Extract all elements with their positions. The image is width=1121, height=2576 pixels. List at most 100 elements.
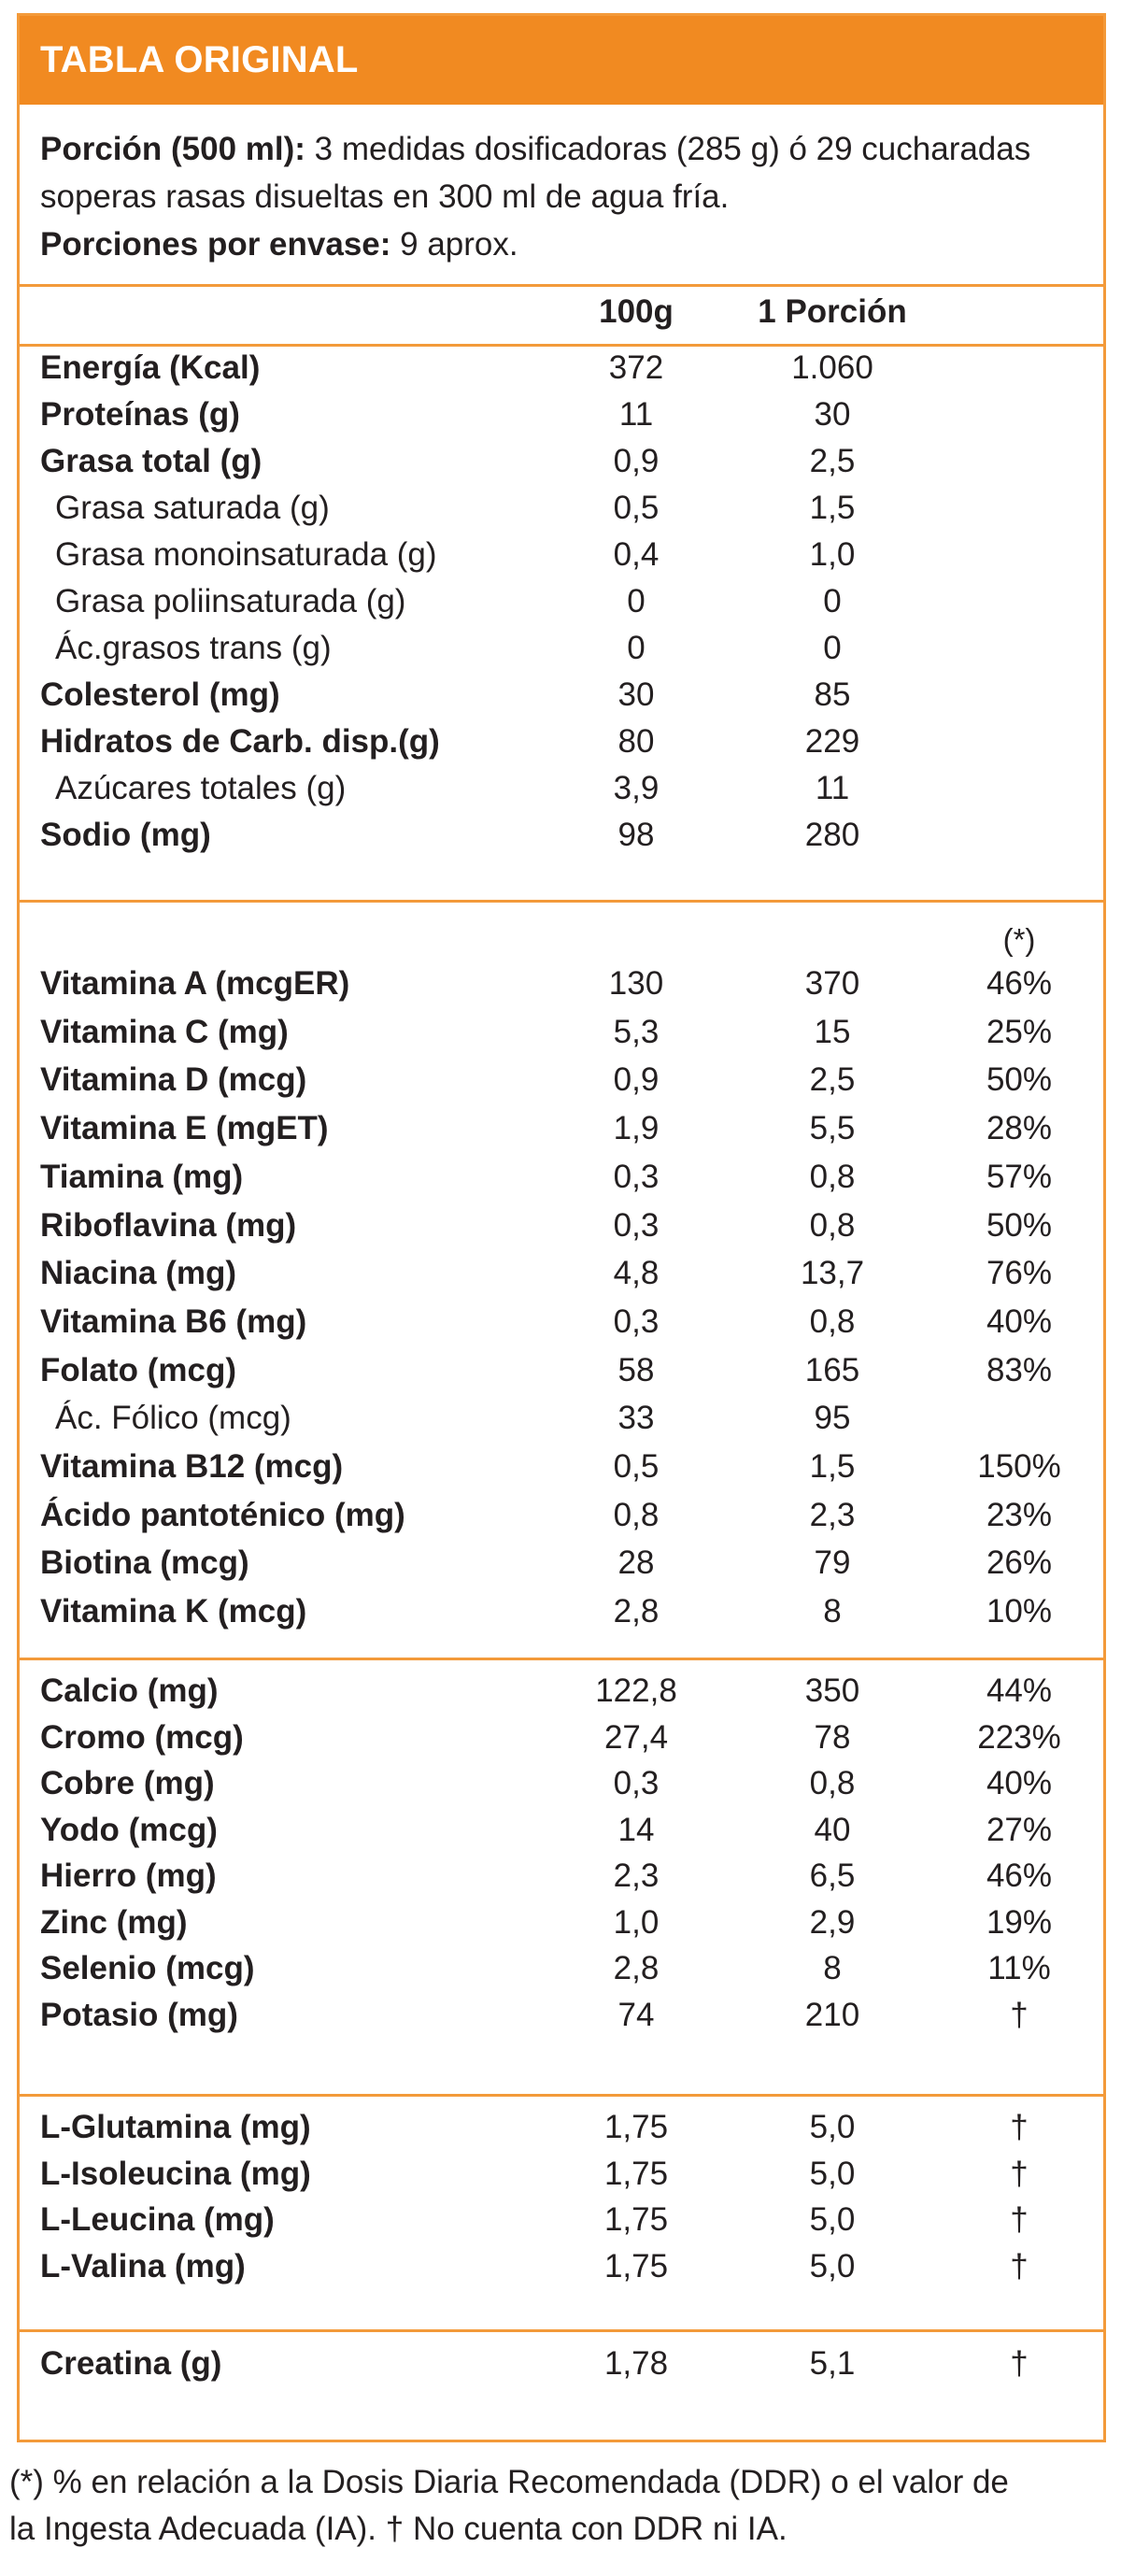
nutrient-name: Energía (Kcal) bbox=[40, 349, 261, 386]
value-per-100g: 0,3 bbox=[613, 1765, 660, 1801]
value-per-100g: 1,75 bbox=[603, 2247, 669, 2284]
value-per-100g: 1,75 bbox=[603, 2201, 669, 2238]
value-per-100g: 0 bbox=[627, 583, 646, 619]
value-per-100g: 130 bbox=[608, 965, 664, 1002]
nutrient-name: Biotina (mcg) bbox=[40, 1544, 249, 1582]
table-row: Vitamina A (mcgER) 130 370 46% bbox=[20, 965, 1103, 1012]
value-ddr-percent: 46% bbox=[986, 1857, 1053, 1894]
footnote-line-2: la Ingesta Adecuada (IA). † No cuenta co… bbox=[9, 2511, 788, 2547]
value-ddr-percent: 83% bbox=[986, 1351, 1053, 1388]
value-ddr-percent: 27% bbox=[986, 1811, 1053, 1848]
value-per-100g: 58 bbox=[617, 1351, 655, 1388]
value-per-portion: 11 bbox=[815, 770, 850, 806]
value-per-100g: 2,8 bbox=[613, 1950, 660, 1986]
value-per-portion: 5,0 bbox=[809, 2109, 856, 2145]
nutrient-name: Vitamina A (mcgER) bbox=[40, 965, 350, 1002]
table-row: Sodio (mg) 98 280 bbox=[20, 817, 1103, 863]
value-ddr-percent: 10% bbox=[986, 1593, 1053, 1630]
nutrient-name: Ácido pantoténico (mg) bbox=[40, 1496, 405, 1533]
value-per-100g: 0,5 bbox=[613, 1448, 660, 1485]
serving-line-2: soperas rasas disueltas en 300 ml de agu… bbox=[40, 178, 730, 215]
servings-per-container: Porciones por envase: 9 aprox. bbox=[40, 221, 1086, 268]
nutrient-name: Tiamina (mg) bbox=[40, 1158, 244, 1195]
divider bbox=[20, 284, 1103, 287]
footnote-line-1: (*) % en relación a la Dosis Diaria Reco… bbox=[9, 2464, 1009, 2500]
value-per-portion: 5,1 bbox=[809, 2345, 856, 2382]
nutrient-name: Vitamina K (mcg) bbox=[40, 1593, 307, 1630]
value-ddr-percent: 11% bbox=[987, 1950, 1051, 1986]
table-row: L-Isoleucina (mg) 1,75 5,0 † bbox=[20, 2156, 1103, 2202]
nutrient-name: Grasa saturada (g) bbox=[55, 490, 330, 526]
nutrient-name: Folato (mcg) bbox=[40, 1351, 236, 1388]
nutrient-name: Niacina (mg) bbox=[40, 1255, 237, 1292]
value-ddr-percent: 26% bbox=[986, 1544, 1053, 1582]
table-row: Riboflavina (mg) 0,3 0,8 50% bbox=[20, 1207, 1103, 1254]
value-per-100g: 80 bbox=[617, 723, 655, 760]
table-row: Proteínas (g) 11 30 bbox=[20, 396, 1103, 443]
nutrient-name: Hierro (mg) bbox=[40, 1857, 217, 1894]
value-per-100g: 0 bbox=[627, 630, 646, 666]
nutrient-name: Colesterol (mg) bbox=[40, 676, 280, 713]
nutrient-name: Zinc (mg) bbox=[40, 1903, 188, 1941]
nutrient-name: L-Glutamina (mg) bbox=[40, 2109, 311, 2145]
nutrient-name: Hidratos de Carb. disp.(g) bbox=[40, 723, 440, 760]
value-per-portion: 15 bbox=[814, 1013, 851, 1050]
value-per-100g: 0,5 bbox=[613, 490, 660, 526]
table-row: Selenio (mcg) 2,8 8 11% bbox=[20, 1950, 1103, 1997]
value-ddr-percent: † bbox=[1010, 2345, 1029, 2382]
value-ddr-percent: 76% bbox=[986, 1255, 1053, 1292]
value-ddr-percent: 223% bbox=[977, 1718, 1061, 1756]
table-title: TABLA ORIGINAL bbox=[40, 39, 359, 80]
nutrient-name: Grasa poliinsaturada (g) bbox=[55, 583, 406, 619]
value-per-100g: 1,75 bbox=[603, 2155, 669, 2192]
nutrient-name: Selenio (mcg) bbox=[40, 1950, 255, 1986]
value-per-100g: 28 bbox=[617, 1544, 655, 1582]
divider bbox=[20, 2329, 1103, 2332]
value-ddr-percent: † bbox=[1010, 2109, 1029, 2145]
value-ddr-percent: † bbox=[1010, 1996, 1029, 2033]
table-row: Creatina (g) 1,78 5,1 † bbox=[20, 2345, 1103, 2392]
table-row: Vitamina C (mg) 5,3 15 25% bbox=[20, 1014, 1103, 1060]
value-per-portion: 5,5 bbox=[809, 1110, 856, 1147]
serving-info: Porción (500 ml): 3 medidas dosificadora… bbox=[40, 125, 1086, 268]
value-per-portion: 8 bbox=[823, 1593, 842, 1630]
value-per-100g: 11 bbox=[618, 396, 654, 433]
nutrient-name: Calcio (mg) bbox=[40, 1672, 219, 1709]
value-per-100g: 122,8 bbox=[595, 1672, 677, 1709]
value-per-100g: 1,78 bbox=[603, 2345, 669, 2382]
value-per-100g: 14 bbox=[617, 1811, 655, 1848]
value-ddr-percent: † bbox=[1010, 2155, 1029, 2192]
value-per-portion: 1,0 bbox=[809, 536, 856, 573]
nutrient-name: Yodo (mcg) bbox=[40, 1811, 218, 1848]
value-per-portion: 5,0 bbox=[809, 2247, 856, 2284]
nutrition-table: TABLA ORIGINAL Porción (500 ml): 3 medid… bbox=[17, 13, 1106, 2442]
value-per-portion: 79 bbox=[814, 1544, 851, 1582]
value-per-100g: 3,9 bbox=[613, 770, 660, 806]
value-per-100g: 98 bbox=[617, 817, 655, 853]
table-row: Yodo (mcg) 14 40 27% bbox=[20, 1812, 1103, 1858]
value-per-portion: 6,5 bbox=[809, 1857, 856, 1894]
table-row: Hierro (mg) 2,3 6,5 46% bbox=[20, 1857, 1103, 1904]
value-per-100g: 30 bbox=[617, 676, 655, 713]
nutrient-name: Ác.grasos trans (g) bbox=[55, 630, 332, 666]
value-per-portion: 2,5 bbox=[809, 443, 856, 479]
value-per-portion: 0,8 bbox=[809, 1206, 856, 1244]
header-100g: 100g bbox=[599, 293, 674, 330]
value-ddr-percent: † bbox=[1010, 2247, 1029, 2284]
table-row: Grasa total (g) 0,9 2,5 bbox=[20, 443, 1103, 490]
value-ddr-percent: 50% bbox=[986, 1206, 1053, 1244]
value-per-portion: 280 bbox=[804, 817, 860, 853]
nutrient-name: Grasa monoinsaturada (g) bbox=[55, 536, 437, 573]
nutrient-name: Sodio (mg) bbox=[40, 817, 211, 853]
serving-line-1: Porción (500 ml): 3 medidas dosificadora… bbox=[40, 125, 1086, 173]
serving-text: 3 medidas dosificadoras (285 g) ó 29 cuc… bbox=[305, 131, 1031, 167]
header-ddr-percent: (*) bbox=[1002, 922, 1036, 957]
table-row: Ác. Fólico (mcg) 33 95 bbox=[20, 1400, 1103, 1446]
footnote: (*) % en relación a la Dosis Diaria Reco… bbox=[9, 2459, 1112, 2553]
header-portion: 1 Porción bbox=[758, 293, 907, 330]
value-per-100g: 1,0 bbox=[613, 1903, 660, 1941]
value-ddr-percent: 50% bbox=[986, 1061, 1053, 1099]
divider bbox=[20, 2094, 1103, 2097]
nutrient-name: Cromo (mcg) bbox=[40, 1718, 244, 1756]
table-row: Colesterol (mg) 30 85 bbox=[20, 676, 1103, 723]
